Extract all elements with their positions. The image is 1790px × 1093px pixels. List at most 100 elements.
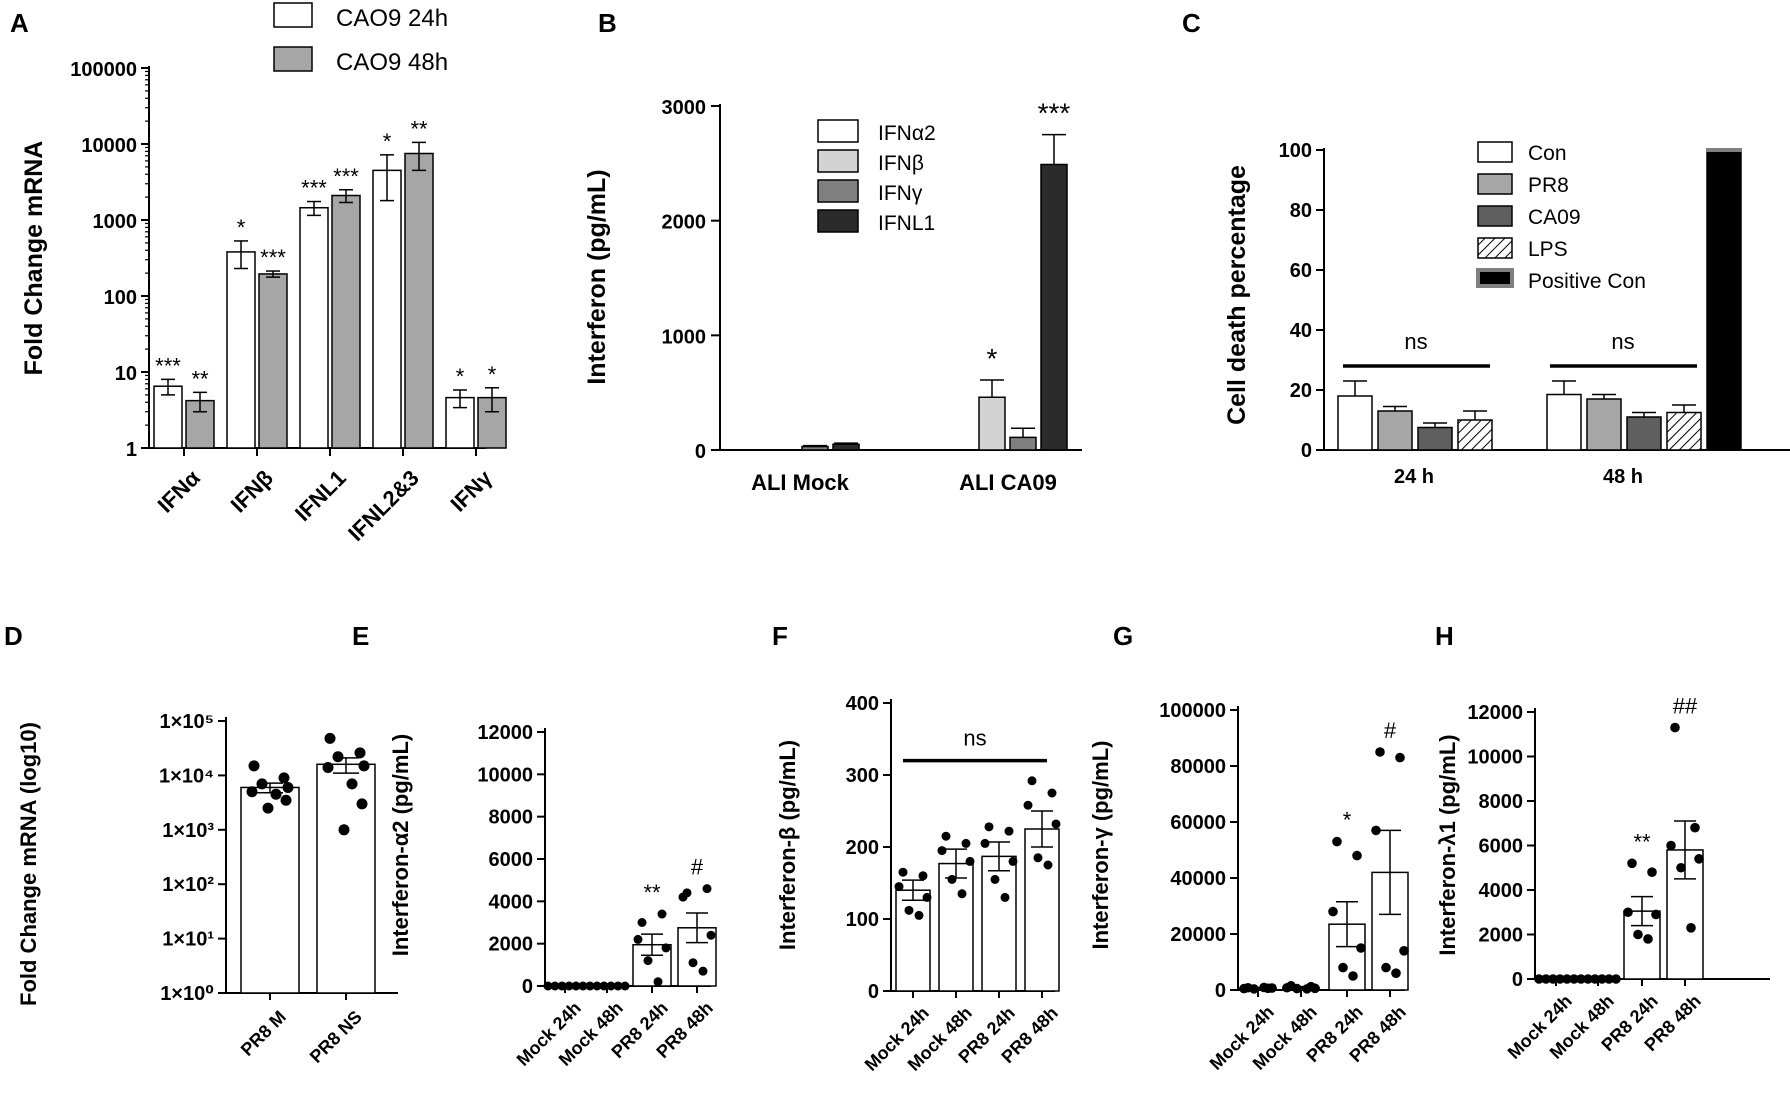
panel-f-bar bbox=[938, 862, 974, 992]
panel-c-ytick-label: 20 bbox=[1290, 380, 1312, 402]
panel-h-data-point bbox=[1623, 907, 1633, 918]
panel-g-ytick-label: 100000 bbox=[1159, 700, 1226, 722]
panel-b-legend-label: IFNβ bbox=[878, 152, 924, 175]
panel-a-category-label: IFNγ bbox=[445, 465, 497, 517]
panel-h-data-point bbox=[1647, 867, 1657, 877]
panel-a-bar bbox=[299, 206, 329, 449]
panel-f-data-point bbox=[947, 874, 957, 884]
panel-h-data-point bbox=[1633, 929, 1643, 940]
panel-h-data-point bbox=[1686, 923, 1696, 933]
panel-h-ytick-label: 2000 bbox=[1479, 925, 1524, 947]
panel-c-legend-swatch bbox=[1477, 205, 1513, 227]
panel-f-data-point bbox=[1004, 826, 1014, 836]
panel-b-legend-swatch bbox=[817, 149, 859, 173]
panel-e-ytick-label: 8000 bbox=[489, 807, 534, 829]
panel-d-ytick-label: 1×10³ bbox=[162, 820, 214, 842]
panel-a-bar bbox=[372, 169, 402, 449]
panel-f-data-point bbox=[957, 889, 967, 899]
panel-h-data-point bbox=[1534, 974, 1544, 984]
panel-g-data-point bbox=[1239, 983, 1249, 994]
panel-label-e: E bbox=[352, 621, 369, 651]
panel-g-data-point bbox=[1381, 962, 1391, 973]
panel-d-data-point bbox=[322, 761, 334, 773]
panel-label-a: A bbox=[10, 8, 29, 38]
panel-f-ns-label: ns bbox=[963, 726, 986, 751]
panel-f-ytick-label: 400 bbox=[846, 693, 879, 715]
panel-e-data-point bbox=[578, 981, 588, 991]
panel-a-legend-swatch bbox=[273, 46, 313, 72]
panel-e-data-point bbox=[543, 981, 553, 991]
panel-f-data-point bbox=[1047, 788, 1057, 798]
panel-a-ytick-label: 1 bbox=[126, 439, 137, 461]
panel-h-data-point bbox=[1569, 974, 1579, 984]
panel-b-ytick-label: 0 bbox=[695, 441, 706, 463]
panel-label-d: D bbox=[4, 621, 23, 651]
panel-c-ns-label: ns bbox=[1404, 329, 1427, 354]
panel-f-data-point bbox=[894, 882, 904, 892]
panel-d-data-point bbox=[246, 786, 258, 798]
panel-e-data-point bbox=[643, 956, 653, 966]
panel-a-legend-label: CAO9 24h bbox=[336, 5, 448, 32]
panel-c-legend-swatch bbox=[1477, 173, 1513, 195]
panel-c-bar bbox=[1666, 411, 1702, 451]
panel-e-data-point bbox=[706, 930, 716, 940]
panel-c-legend-label: LPS bbox=[1528, 238, 1568, 261]
panel-h-ytick-label: 6000 bbox=[1479, 836, 1524, 858]
panel-g-ylabel: Interferon-γ (pg/mL) bbox=[1088, 741, 1113, 950]
panel-g-data-point bbox=[1399, 946, 1409, 956]
panel-label-f: F bbox=[772, 621, 788, 651]
panel-c-ytick-label: 60 bbox=[1290, 260, 1312, 282]
panel-f-bar bbox=[981, 855, 1017, 992]
panel-e-data-point bbox=[657, 909, 667, 919]
panel-e-data-point bbox=[633, 934, 643, 944]
panel-e-significance: # bbox=[691, 855, 704, 880]
panel-label-h: H bbox=[1435, 621, 1454, 651]
panel-h-data-point bbox=[1690, 822, 1700, 833]
panel-d-data-point bbox=[346, 778, 358, 790]
panel-f-data-point bbox=[1033, 853, 1043, 863]
panel-d-data-point bbox=[248, 760, 260, 772]
panel-b-bar bbox=[801, 445, 829, 451]
panel-b-legend-swatch bbox=[817, 209, 859, 233]
panel-g-data-point bbox=[1348, 971, 1358, 981]
panel-a-legend-swatch bbox=[273, 2, 313, 28]
panel-g-data-point bbox=[1375, 747, 1385, 757]
panel-c-category-label: 48 h bbox=[1603, 466, 1643, 488]
panel-h-data-point bbox=[1676, 862, 1686, 873]
panel-c-bar bbox=[1586, 398, 1622, 451]
panel-c-legend-swatch bbox=[1477, 237, 1513, 259]
panel-f-data-point bbox=[941, 831, 951, 841]
panel-g-data-point bbox=[1267, 983, 1277, 993]
panel-d-ylabel: Fold Change mRNA (log10) bbox=[16, 722, 41, 1006]
panel-a-bar bbox=[226, 251, 256, 449]
panel-e-ytick-label: 6000 bbox=[489, 849, 534, 871]
panel-h-data-point bbox=[1604, 974, 1614, 984]
panel-e-data-point bbox=[678, 892, 688, 902]
panel-c-legend-label: Con bbox=[1528, 142, 1567, 165]
panel-f-data-point bbox=[984, 822, 994, 832]
panel-e-data-point bbox=[571, 981, 581, 991]
panel-a-category-label: IFNL2&3 bbox=[343, 465, 424, 546]
panel-a-category-label: IFNL1 bbox=[290, 465, 351, 526]
panel-b-legend-swatch bbox=[817, 119, 859, 143]
panel-d-data-point bbox=[358, 760, 370, 772]
panel-e-data-point bbox=[606, 981, 616, 991]
panel-e-data-point bbox=[661, 943, 671, 953]
panel-b-legend-label: IFNL1 bbox=[878, 212, 935, 235]
panel-d-category-label: PR8 M bbox=[237, 1007, 290, 1060]
panel-b-significance: * bbox=[987, 343, 998, 374]
panel-h-ytick-label: 0 bbox=[1512, 969, 1523, 991]
panel-f-ytick-label: 300 bbox=[846, 765, 879, 787]
panel-e-data-point bbox=[637, 918, 647, 927]
panel-c-legend-swatch bbox=[1477, 141, 1513, 163]
panel-f-data-point bbox=[961, 838, 971, 848]
panel-e-ylabel: Interferon-α2 (pg/mL) bbox=[388, 734, 413, 957]
panel-c-bar bbox=[1546, 393, 1582, 451]
panel-g-data-point bbox=[1332, 836, 1342, 847]
panel-d-data-point bbox=[278, 772, 290, 784]
panel-a-ytick-label: 10 bbox=[115, 363, 137, 385]
panel-f-data-point bbox=[1008, 856, 1018, 866]
panel-g-ytick-label: 20000 bbox=[1170, 924, 1226, 946]
panel-f-data-point bbox=[918, 871, 928, 881]
panel-a-significance: ** bbox=[191, 366, 209, 391]
